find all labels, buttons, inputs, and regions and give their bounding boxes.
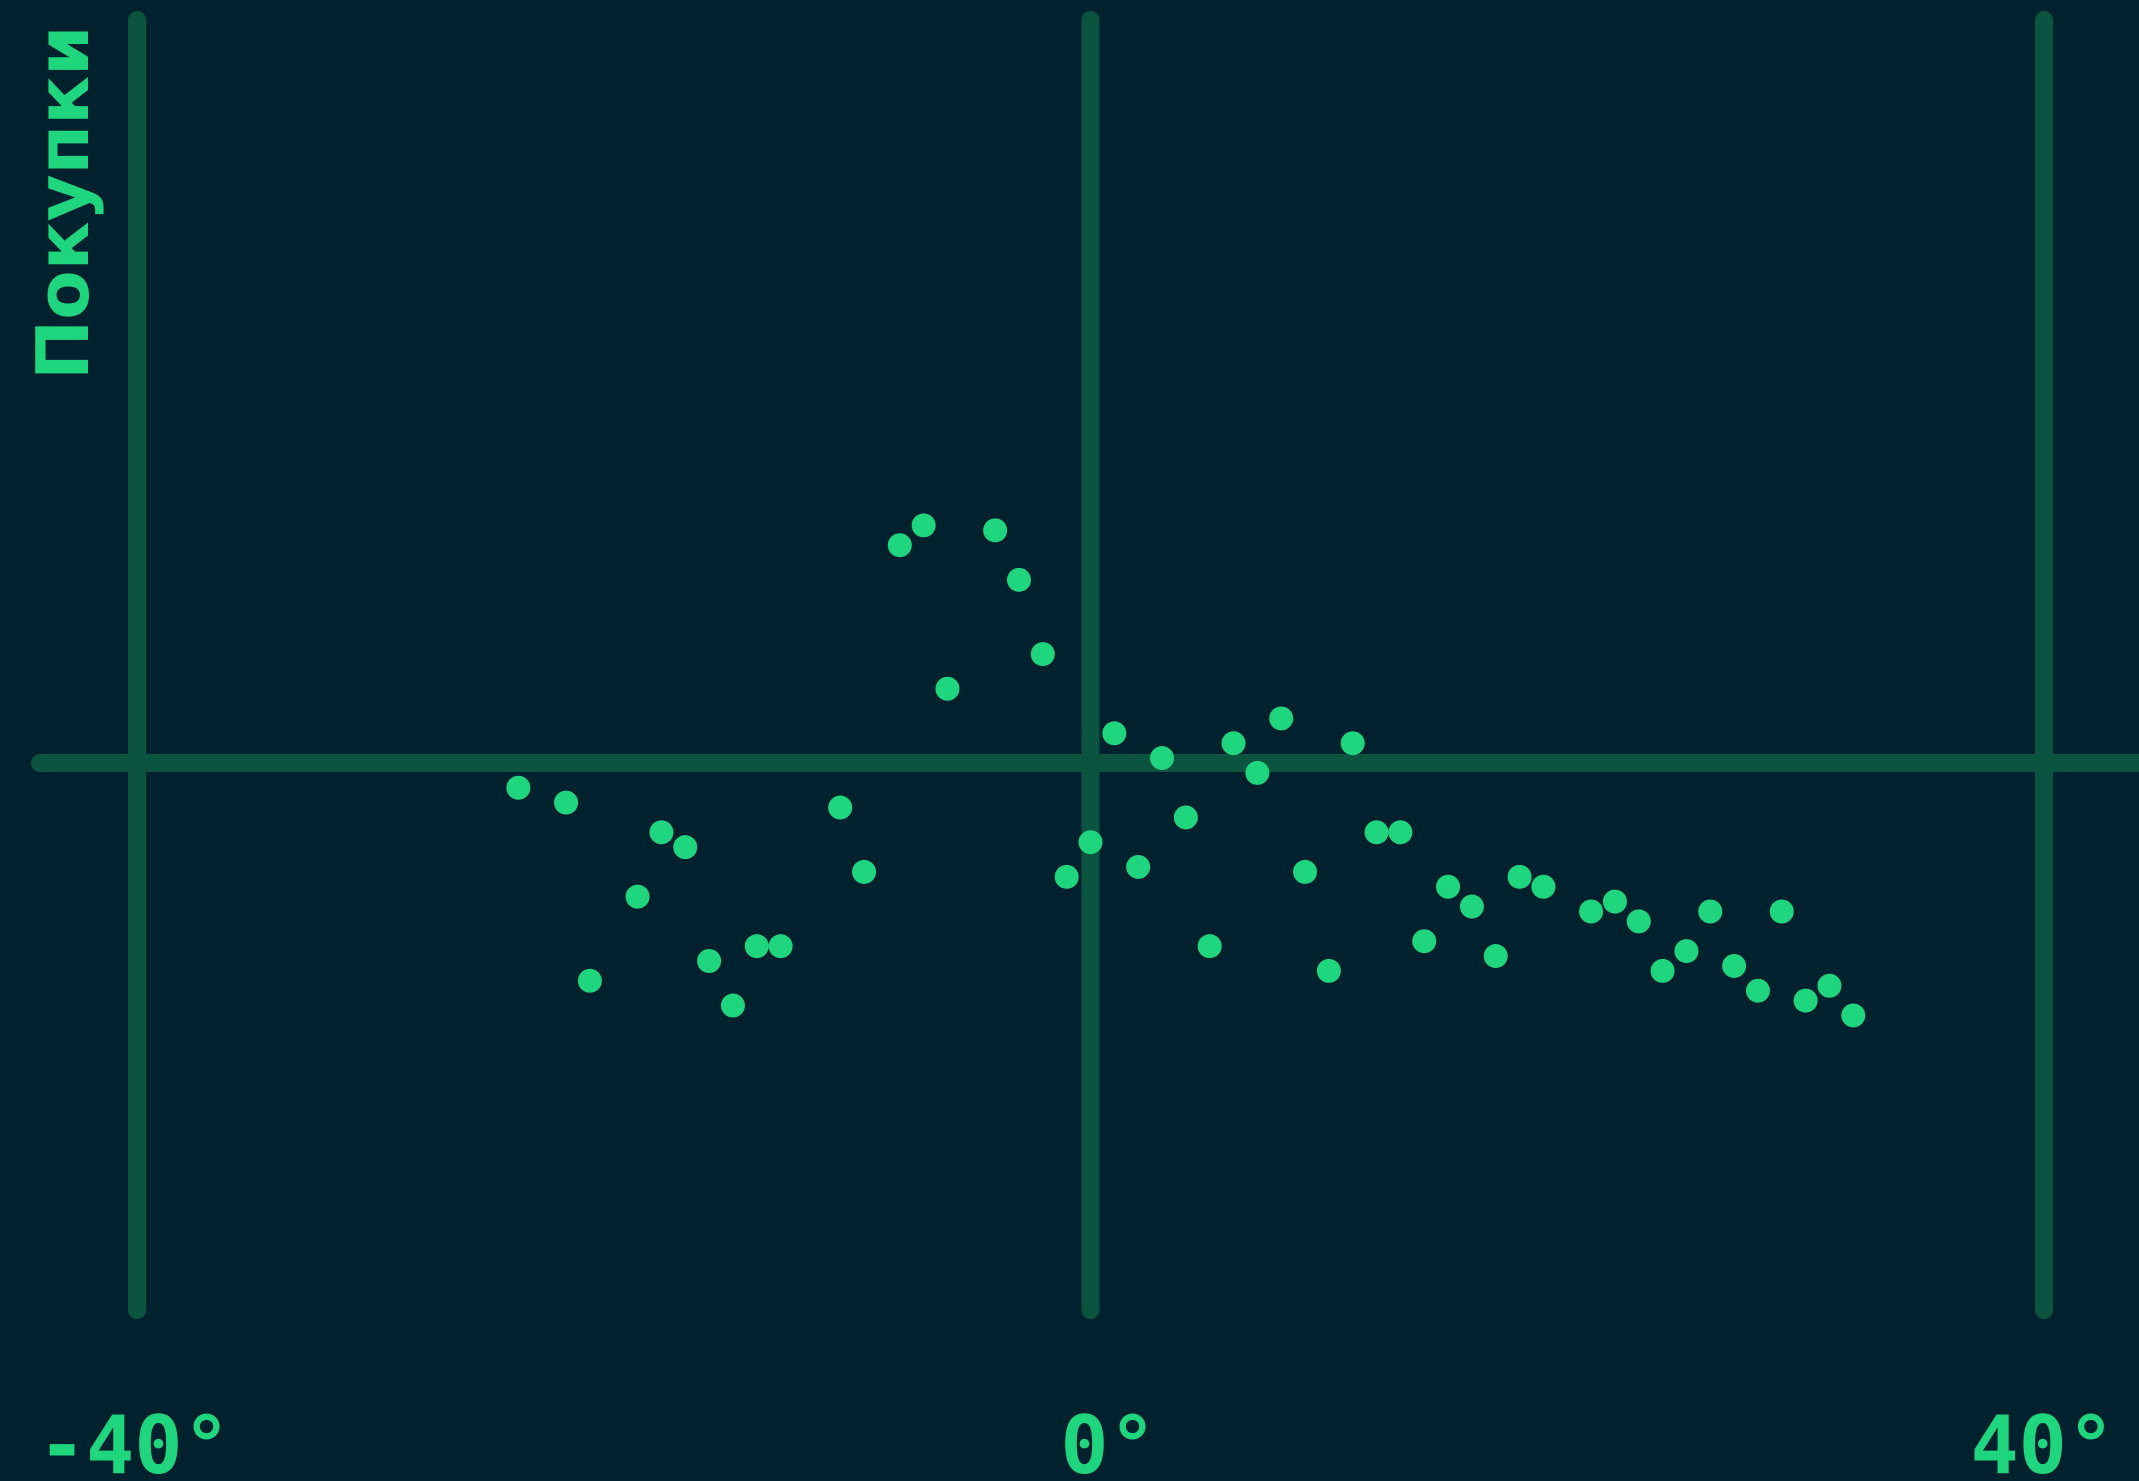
data-point	[1793, 988, 1818, 1013]
data-point	[577, 968, 602, 993]
data-point	[1173, 805, 1198, 830]
data-point	[1293, 859, 1318, 884]
data-point	[1579, 899, 1604, 924]
data-point	[1841, 1003, 1866, 1028]
data-point	[1626, 909, 1651, 934]
data-point	[1698, 899, 1723, 924]
y-axis-label: Покупки	[21, 25, 105, 380]
data-point	[1722, 953, 1747, 978]
data-point	[1507, 864, 1532, 889]
data-point	[1650, 958, 1675, 983]
data-point	[1436, 874, 1461, 899]
x-tick-label: -40°	[38, 1399, 231, 1481]
data-point	[1340, 731, 1365, 756]
data-point	[1269, 706, 1294, 731]
data-point	[911, 513, 936, 538]
data-point	[649, 820, 674, 845]
x-tick-label: 0°	[1060, 1399, 1156, 1481]
data-point	[983, 518, 1008, 543]
data-point	[1459, 894, 1484, 919]
data-point	[697, 949, 722, 973]
data-point	[1102, 721, 1127, 746]
data-point	[1364, 820, 1389, 845]
data-point	[768, 934, 793, 959]
x-tick-labels: -40° 0° 40°	[38, 1399, 2115, 1481]
data-point	[1078, 830, 1103, 855]
data-point	[1126, 854, 1151, 879]
data-point	[1531, 874, 1556, 899]
data-point	[1769, 899, 1794, 924]
data-point	[720, 993, 745, 1018]
data-point	[828, 795, 853, 820]
data-point	[887, 533, 912, 558]
data-point	[1316, 958, 1341, 983]
data-point	[1388, 820, 1413, 845]
data-point	[625, 884, 650, 909]
data-point	[1150, 746, 1175, 771]
data-point	[1030, 642, 1055, 667]
data-point	[1006, 567, 1031, 592]
data-point	[1412, 929, 1437, 954]
data-point	[506, 775, 531, 800]
data-point	[673, 835, 698, 860]
data-point	[1745, 978, 1770, 1003]
data-point	[935, 676, 960, 701]
data-point	[852, 859, 877, 884]
data-point	[1483, 944, 1508, 969]
grid-lines	[31, 11, 2139, 1319]
data-point	[1197, 934, 1222, 959]
x-tick-label: 40°	[1971, 1399, 2116, 1481]
data-point	[744, 934, 769, 959]
data-point	[554, 790, 579, 815]
data-point	[1054, 864, 1079, 889]
data-point	[1221, 731, 1246, 756]
data-point	[1602, 889, 1627, 914]
data-point	[1674, 939, 1699, 964]
data-point	[1245, 760, 1270, 785]
data-point	[1817, 973, 1842, 998]
data-points	[506, 513, 1866, 1028]
